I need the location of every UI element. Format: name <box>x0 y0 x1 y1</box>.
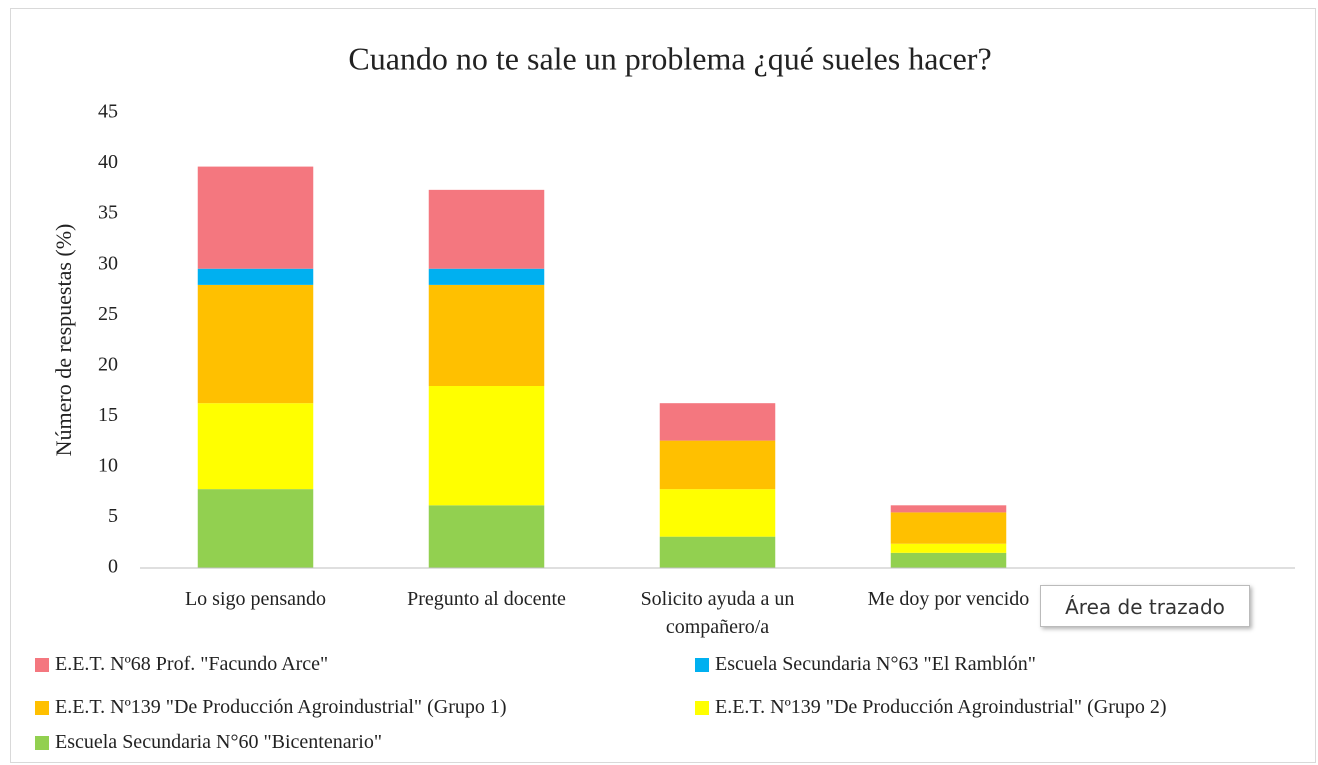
legend-entry: E.E.T. Nº139 "De Producción Agroindustri… <box>35 696 507 719</box>
bar-segment <box>197 284 314 404</box>
bar-segment <box>659 489 776 537</box>
bar-segment <box>890 505 1007 513</box>
y-tick-label: 35 <box>98 202 118 224</box>
legend-label: Escuela Secundaria N°60 "Bicentenario" <box>55 731 382 753</box>
legend-swatch <box>35 657 49 672</box>
y-tick-label: 15 <box>98 404 118 426</box>
bar-segment <box>428 386 545 506</box>
bar-segment <box>197 489 314 568</box>
bar-segment <box>890 552 1007 568</box>
legend-label: E.E.T. Nº139 "De Producción Agroindustri… <box>55 696 507 718</box>
y-axis-label: Número de respuestas (%) <box>51 224 76 457</box>
bar-segment <box>659 536 776 568</box>
chart-title: Cuando no te sale un problema ¿qué suele… <box>348 40 991 76</box>
y-tick-label: 45 <box>98 101 118 123</box>
legend-label: E.E.T. Nº68 Prof. "Facundo Arce" <box>55 653 329 675</box>
x-tick-label: Me doy por vencido <box>867 588 1030 610</box>
y-tick-label: 0 <box>108 556 118 578</box>
bar-segment <box>197 166 314 269</box>
legend-entry: Escuela Secundaria N°60 "Bicentenario" <box>35 731 382 754</box>
bar-segment <box>659 403 776 441</box>
y-tick-label: 10 <box>98 454 118 476</box>
bar-segment <box>428 284 545 386</box>
chart-frame <box>10 8 1316 763</box>
bar-segment <box>428 268 545 285</box>
tooltip: Área de trazado <box>1040 585 1250 627</box>
legend-entry: E.E.T. Nº139 "De Producción Agroindustri… <box>695 696 1167 719</box>
bar-segment <box>428 505 545 568</box>
bar-segment <box>659 440 776 490</box>
y-tick-label: 30 <box>98 252 118 274</box>
legend-swatch <box>35 700 49 715</box>
legend-swatch <box>35 735 49 750</box>
x-tick-label: Solicito ayuda a un compañero/a <box>640 588 795 638</box>
x-tick-label: Pregunto al docente <box>407 588 566 610</box>
legend-label: Escuela Secundaria N°63 "El Ramblón" <box>715 653 1036 675</box>
bar-segment <box>428 189 545 269</box>
legend-entry: E.E.T. Nº68 Prof. "Facundo Arce" <box>35 653 328 676</box>
legend-entry: Escuela Secundaria N°63 "El Ramblón" <box>695 653 1036 676</box>
bar-segment <box>197 403 314 490</box>
bar-segment <box>890 512 1007 544</box>
legend-swatch <box>695 657 709 672</box>
y-tick-label: 5 <box>108 505 118 527</box>
y-tick-label: 25 <box>98 303 118 325</box>
legend-swatch <box>695 700 709 715</box>
bar-segment <box>890 543 1007 553</box>
legend-label: E.E.T. Nº139 "De Producción Agroindustri… <box>715 696 1167 718</box>
y-tick-label: 40 <box>98 151 118 173</box>
bar-segment <box>197 268 314 285</box>
y-tick-label: 20 <box>98 353 118 375</box>
x-tick-label: Lo sigo pensando <box>184 588 327 610</box>
